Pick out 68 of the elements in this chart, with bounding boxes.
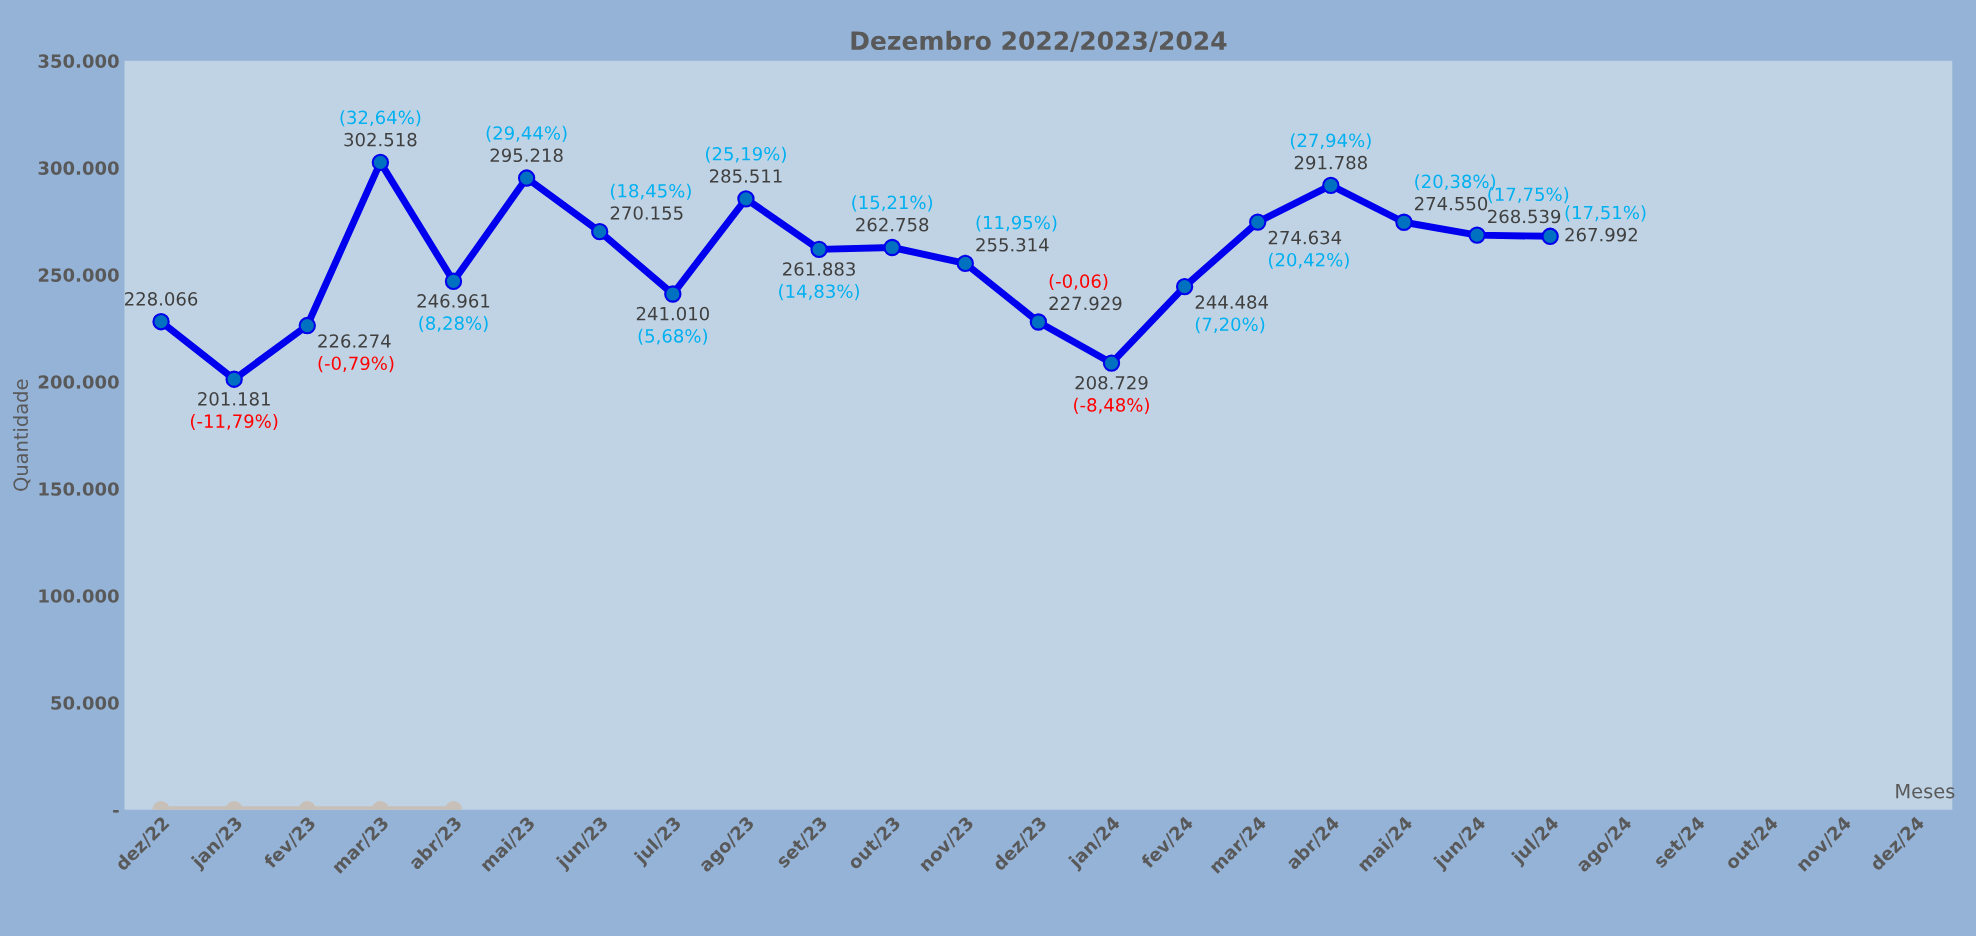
- point: [1029, 313, 1048, 331]
- point: [1322, 176, 1340, 195]
- y-tick-label: 300.000: [38, 161, 119, 175]
- point: [517, 169, 536, 187]
- point: [1468, 226, 1486, 244]
- data-label: 262.758: [856, 217, 929, 232]
- data-label: 241.010: [636, 306, 709, 321]
- y-tick-label: 250.000: [38, 268, 119, 282]
- point: [883, 238, 901, 257]
- data-label: 274.634: [1268, 230, 1342, 245]
- data-label: 302.518: [344, 132, 417, 147]
- data-label: 208.729: [1075, 375, 1148, 390]
- annotation: (14,83%): [779, 284, 859, 301]
- y-tick-label: 350.000: [38, 54, 119, 68]
- data-label: 267.992: [1565, 227, 1637, 242]
- point: [444, 272, 463, 290]
- point: [1175, 277, 1194, 296]
- data-label: 228.066: [125, 292, 198, 306]
- y-tick-label: 50.000: [51, 696, 119, 710]
- data-label: 244.484: [1195, 295, 1268, 309]
- annotation: (5,68%): [638, 328, 707, 345]
- data-label: 261.883: [783, 262, 855, 276]
- annotation: (17,51%): [1565, 205, 1646, 222]
- y-axis-title: Quantidade: [13, 379, 31, 491]
- annotation: (-11,79%): [190, 413, 278, 431]
- annotation: (25,19%): [706, 146, 786, 163]
- data-label: 246.961: [417, 294, 490, 308]
- annotation: (15,21%): [852, 195, 933, 212]
- data-label: 291.788: [1294, 155, 1367, 170]
- data-label: 255.314: [976, 237, 1049, 252]
- point: [371, 153, 390, 172]
- annotation: (7,20%): [1195, 317, 1265, 334]
- point: [152, 313, 170, 331]
- annotation: (32,64%): [340, 110, 421, 127]
- data-label: 227.929: [1049, 296, 1122, 311]
- point: [1541, 227, 1559, 245]
- annotation: (29,44%): [486, 125, 567, 142]
- point: [664, 285, 682, 303]
- chart-title: Dezembro 2022/2023/2024: [851, 30, 1227, 53]
- point: [1249, 213, 1267, 231]
- data-label: 295.218: [490, 148, 563, 163]
- point: [591, 222, 609, 241]
- data-label: 285.511: [709, 169, 782, 183]
- point: [737, 190, 755, 208]
- y-tick-label: 200.000: [38, 375, 119, 389]
- point: [225, 370, 243, 388]
- point: [1395, 213, 1413, 231]
- data-label: 268.539: [1488, 209, 1561, 224]
- point: [298, 316, 316, 335]
- point: [1102, 354, 1121, 372]
- annotation: (27,94%): [1290, 133, 1371, 150]
- annotation: (-0,06): [1049, 273, 1108, 291]
- annotation: (-0,79%): [318, 356, 394, 373]
- x-axis-title: Meses: [1896, 784, 1955, 799]
- data-label: 270.155: [610, 206, 683, 220]
- annotation: (-8,48%): [1074, 397, 1149, 414]
- annotation: (8,28%): [419, 316, 488, 333]
- y-tick-label: -: [113, 810, 119, 813]
- data-label: 274.550: [1414, 196, 1488, 211]
- data-label: 201.181: [198, 392, 270, 406]
- annotation: (18,45%): [610, 183, 691, 200]
- data-label: 226.274: [318, 334, 391, 348]
- point: [956, 254, 974, 273]
- annotation: (11,95%): [976, 215, 1057, 232]
- point: [810, 240, 828, 259]
- y-tick-label: 100.000: [39, 589, 119, 603]
- annotation: (20,42%): [1269, 252, 1349, 269]
- y-tick-label: 150.000: [39, 482, 119, 496]
